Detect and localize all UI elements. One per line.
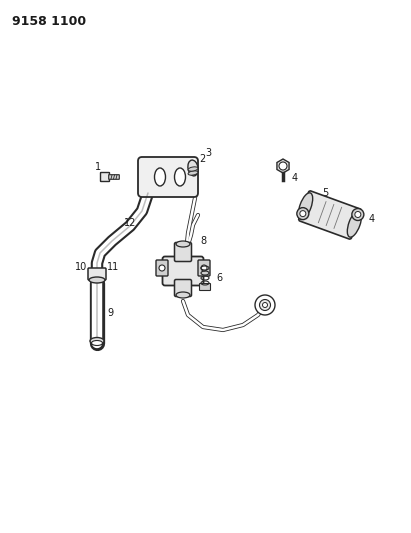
FancyBboxPatch shape: [299, 191, 361, 239]
Text: 3: 3: [205, 148, 211, 158]
Text: 9: 9: [107, 308, 113, 318]
Ellipse shape: [155, 168, 166, 186]
Circle shape: [279, 162, 287, 170]
Ellipse shape: [188, 171, 198, 175]
FancyBboxPatch shape: [162, 256, 203, 286]
Text: 1: 1: [95, 162, 101, 172]
FancyBboxPatch shape: [138, 157, 198, 197]
FancyBboxPatch shape: [88, 268, 106, 280]
Circle shape: [352, 208, 364, 221]
Circle shape: [297, 208, 309, 220]
Circle shape: [259, 300, 270, 311]
Ellipse shape: [176, 292, 190, 298]
Ellipse shape: [176, 241, 190, 247]
Ellipse shape: [89, 277, 105, 283]
Polygon shape: [277, 159, 289, 173]
FancyBboxPatch shape: [101, 173, 109, 182]
Text: 7: 7: [185, 288, 191, 298]
Text: 11: 11: [107, 262, 119, 272]
Circle shape: [263, 303, 268, 308]
Ellipse shape: [347, 211, 362, 237]
FancyBboxPatch shape: [175, 279, 192, 296]
Text: 5: 5: [322, 188, 328, 198]
Ellipse shape: [188, 167, 198, 171]
Text: 4: 4: [292, 173, 298, 183]
Text: 10: 10: [75, 262, 87, 272]
Circle shape: [355, 212, 361, 217]
Circle shape: [300, 211, 306, 216]
Ellipse shape: [90, 337, 104, 344]
Text: 4: 4: [369, 214, 375, 224]
Circle shape: [255, 295, 275, 315]
FancyBboxPatch shape: [199, 284, 210, 290]
Ellipse shape: [175, 168, 185, 186]
Ellipse shape: [92, 341, 102, 345]
Text: 6: 6: [216, 273, 222, 283]
FancyBboxPatch shape: [198, 260, 210, 276]
Ellipse shape: [188, 160, 198, 176]
FancyBboxPatch shape: [156, 260, 168, 276]
Text: 8: 8: [200, 236, 206, 246]
Circle shape: [159, 265, 165, 271]
Ellipse shape: [89, 270, 105, 277]
Ellipse shape: [298, 193, 313, 220]
Text: 2: 2: [199, 154, 205, 164]
FancyBboxPatch shape: [175, 243, 192, 262]
FancyBboxPatch shape: [109, 175, 119, 179]
Circle shape: [201, 265, 207, 271]
Text: 9158 1100: 9158 1100: [12, 15, 86, 28]
Text: 12: 12: [124, 218, 136, 228]
